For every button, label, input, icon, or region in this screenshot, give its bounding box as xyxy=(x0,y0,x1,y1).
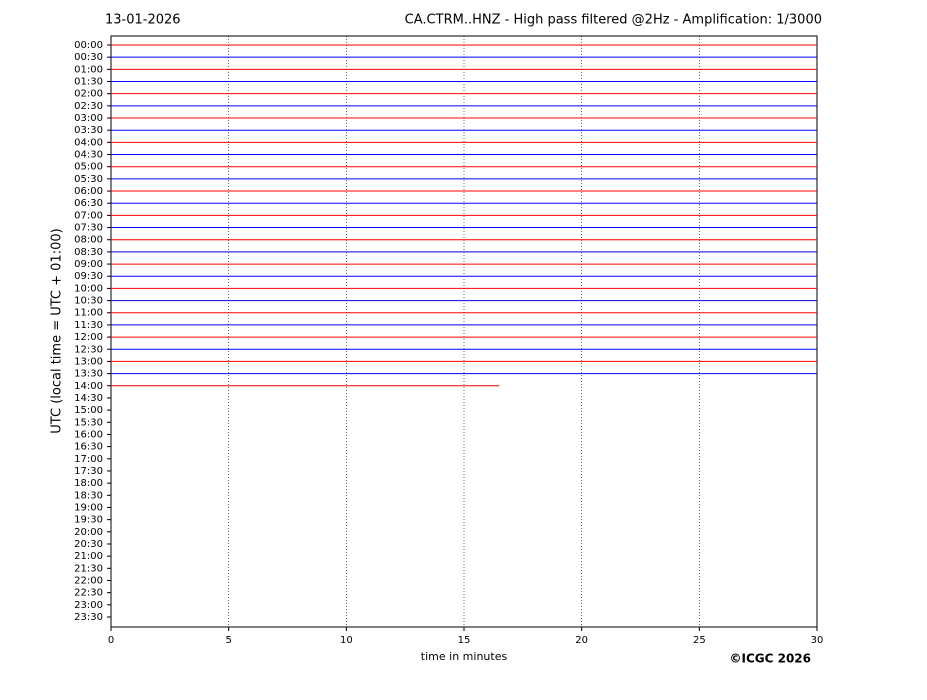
y-tick-label: 05:30 xyxy=(74,174,103,185)
y-tick-label: 04:00 xyxy=(74,137,103,148)
x-axis-label: time in minutes xyxy=(421,650,508,663)
y-tick-label: 21:00 xyxy=(74,551,103,562)
plot-frame xyxy=(110,35,818,628)
y-axis-label: UTC (local time = UTC + 01:00) xyxy=(50,228,65,433)
y-tick-label: 16:30 xyxy=(74,442,103,453)
y-tick-label: 07:00 xyxy=(74,210,103,221)
credit: ©ICGC 2026 xyxy=(729,652,811,666)
y-tick-label: 01:00 xyxy=(74,64,103,75)
y-tick-label: 09:30 xyxy=(74,271,103,282)
y-tick-label: 23:00 xyxy=(74,600,103,611)
y-tick-label: 15:30 xyxy=(74,417,103,428)
y-tick-label: 15:00 xyxy=(74,405,103,416)
y-tick-label: 21:30 xyxy=(74,563,103,574)
y-tick-label: 00:30 xyxy=(74,52,103,63)
y-tick-label: 01:30 xyxy=(74,77,103,88)
y-tick-label: 10:30 xyxy=(74,296,103,307)
y-tick-label: 02:00 xyxy=(74,89,103,100)
y-tick-label: 23:30 xyxy=(74,612,103,623)
y-tick-label: 12:00 xyxy=(74,332,103,343)
x-tick-label: 20 xyxy=(575,635,588,646)
y-tick-label: 08:00 xyxy=(74,235,103,246)
y-tick-label: 09:00 xyxy=(74,259,103,270)
y-tick-label: 05:00 xyxy=(74,162,103,173)
y-tick-label: 13:30 xyxy=(74,369,103,380)
x-tick-label: 15 xyxy=(458,635,471,646)
y-tick-label: 22:30 xyxy=(74,588,103,599)
y-tick-label: 08:30 xyxy=(74,247,103,258)
y-tick-label: 19:30 xyxy=(74,515,103,526)
y-tick-label: 19:00 xyxy=(74,502,103,513)
x-tick-label: 5 xyxy=(225,635,231,646)
x-tick-label: 30 xyxy=(811,635,824,646)
y-tick-label: 06:30 xyxy=(74,198,103,209)
x-tick-label: 25 xyxy=(693,635,706,646)
y-tick-label: 00:00 xyxy=(74,40,103,51)
x-tick-label: 0 xyxy=(108,635,114,646)
y-tick-label: 14:00 xyxy=(74,381,103,392)
y-tick-label: 18:30 xyxy=(74,490,103,501)
y-tick-label: 02:30 xyxy=(74,101,103,112)
y-tick-label: 04:30 xyxy=(74,150,103,161)
y-tick-label: 11:30 xyxy=(74,320,103,331)
y-tick-label: 07:30 xyxy=(74,223,103,234)
y-tick-label: 20:30 xyxy=(74,539,103,550)
y-tick-label: 13:00 xyxy=(74,356,103,367)
y-tick-label: 11:00 xyxy=(74,308,103,319)
y-tick-label: 12:30 xyxy=(74,344,103,355)
y-tick-label: 14:30 xyxy=(74,393,103,404)
y-tick-label: 06:00 xyxy=(74,186,103,197)
y-tick-label: 22:00 xyxy=(74,575,103,586)
x-tick-label: 10 xyxy=(340,635,353,646)
y-tick-label: 03:00 xyxy=(74,113,103,124)
y-tick-label: 17:00 xyxy=(74,454,103,465)
chart-title: 13-01-2026 xyxy=(105,13,181,28)
y-tick-label: 18:00 xyxy=(74,478,103,489)
y-tick-label: 10:00 xyxy=(74,283,103,294)
y-tick-label: 16:00 xyxy=(74,429,103,440)
y-tick-label: 03:30 xyxy=(74,125,103,136)
y-tick-label: 17:30 xyxy=(74,466,103,477)
y-tick-label: 20:00 xyxy=(74,527,103,538)
chart-subtitle: CA.CTRM..HNZ - High pass filtered @2Hz -… xyxy=(405,13,822,28)
